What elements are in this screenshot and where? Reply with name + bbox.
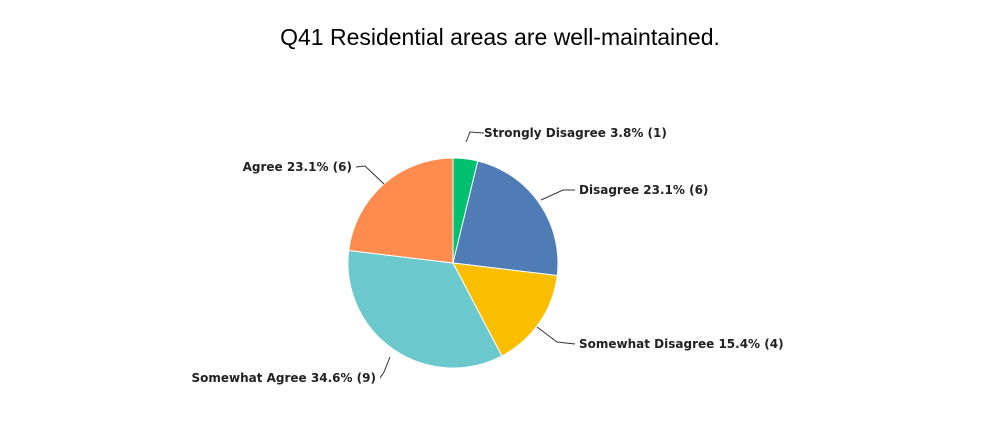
pie-slices	[347, 157, 559, 369]
pie-slice-disagree	[452, 160, 559, 277]
leader-line-somewhat-disagree	[536, 326, 576, 345]
slice-label-somewhat-disagree: Somewhat Disagree 15.4% (4)	[579, 337, 784, 351]
leader-lines	[355, 131, 576, 379]
pie-slice-somewhat-disagree	[452, 262, 558, 357]
slice-label-somewhat-agree: Somewhat Agree 34.6% (9)	[191, 371, 376, 385]
leader-line-somewhat-agree	[379, 356, 391, 379]
chart-title: Q41 Residential areas are well-maintaine…	[280, 24, 720, 50]
slice-label-agree: Agree 23.1% (6)	[243, 160, 352, 174]
slice-label-strongly-disagree: Strongly Disagree 3.8% (1)	[484, 126, 667, 140]
slice-label-disagree: Disagree 23.1% (6)	[579, 183, 708, 197]
leader-line-agree	[355, 165, 385, 185]
pie-slice-somewhat-agree	[347, 249, 503, 369]
leader-line-disagree	[540, 189, 575, 201]
leader-line-strongly-disagree	[465, 131, 485, 143]
slice-labels: Strongly Disagree 3.8% (1) Disagree 23.1%…	[191, 126, 783, 385]
pie-slice-agree	[348, 157, 454, 264]
